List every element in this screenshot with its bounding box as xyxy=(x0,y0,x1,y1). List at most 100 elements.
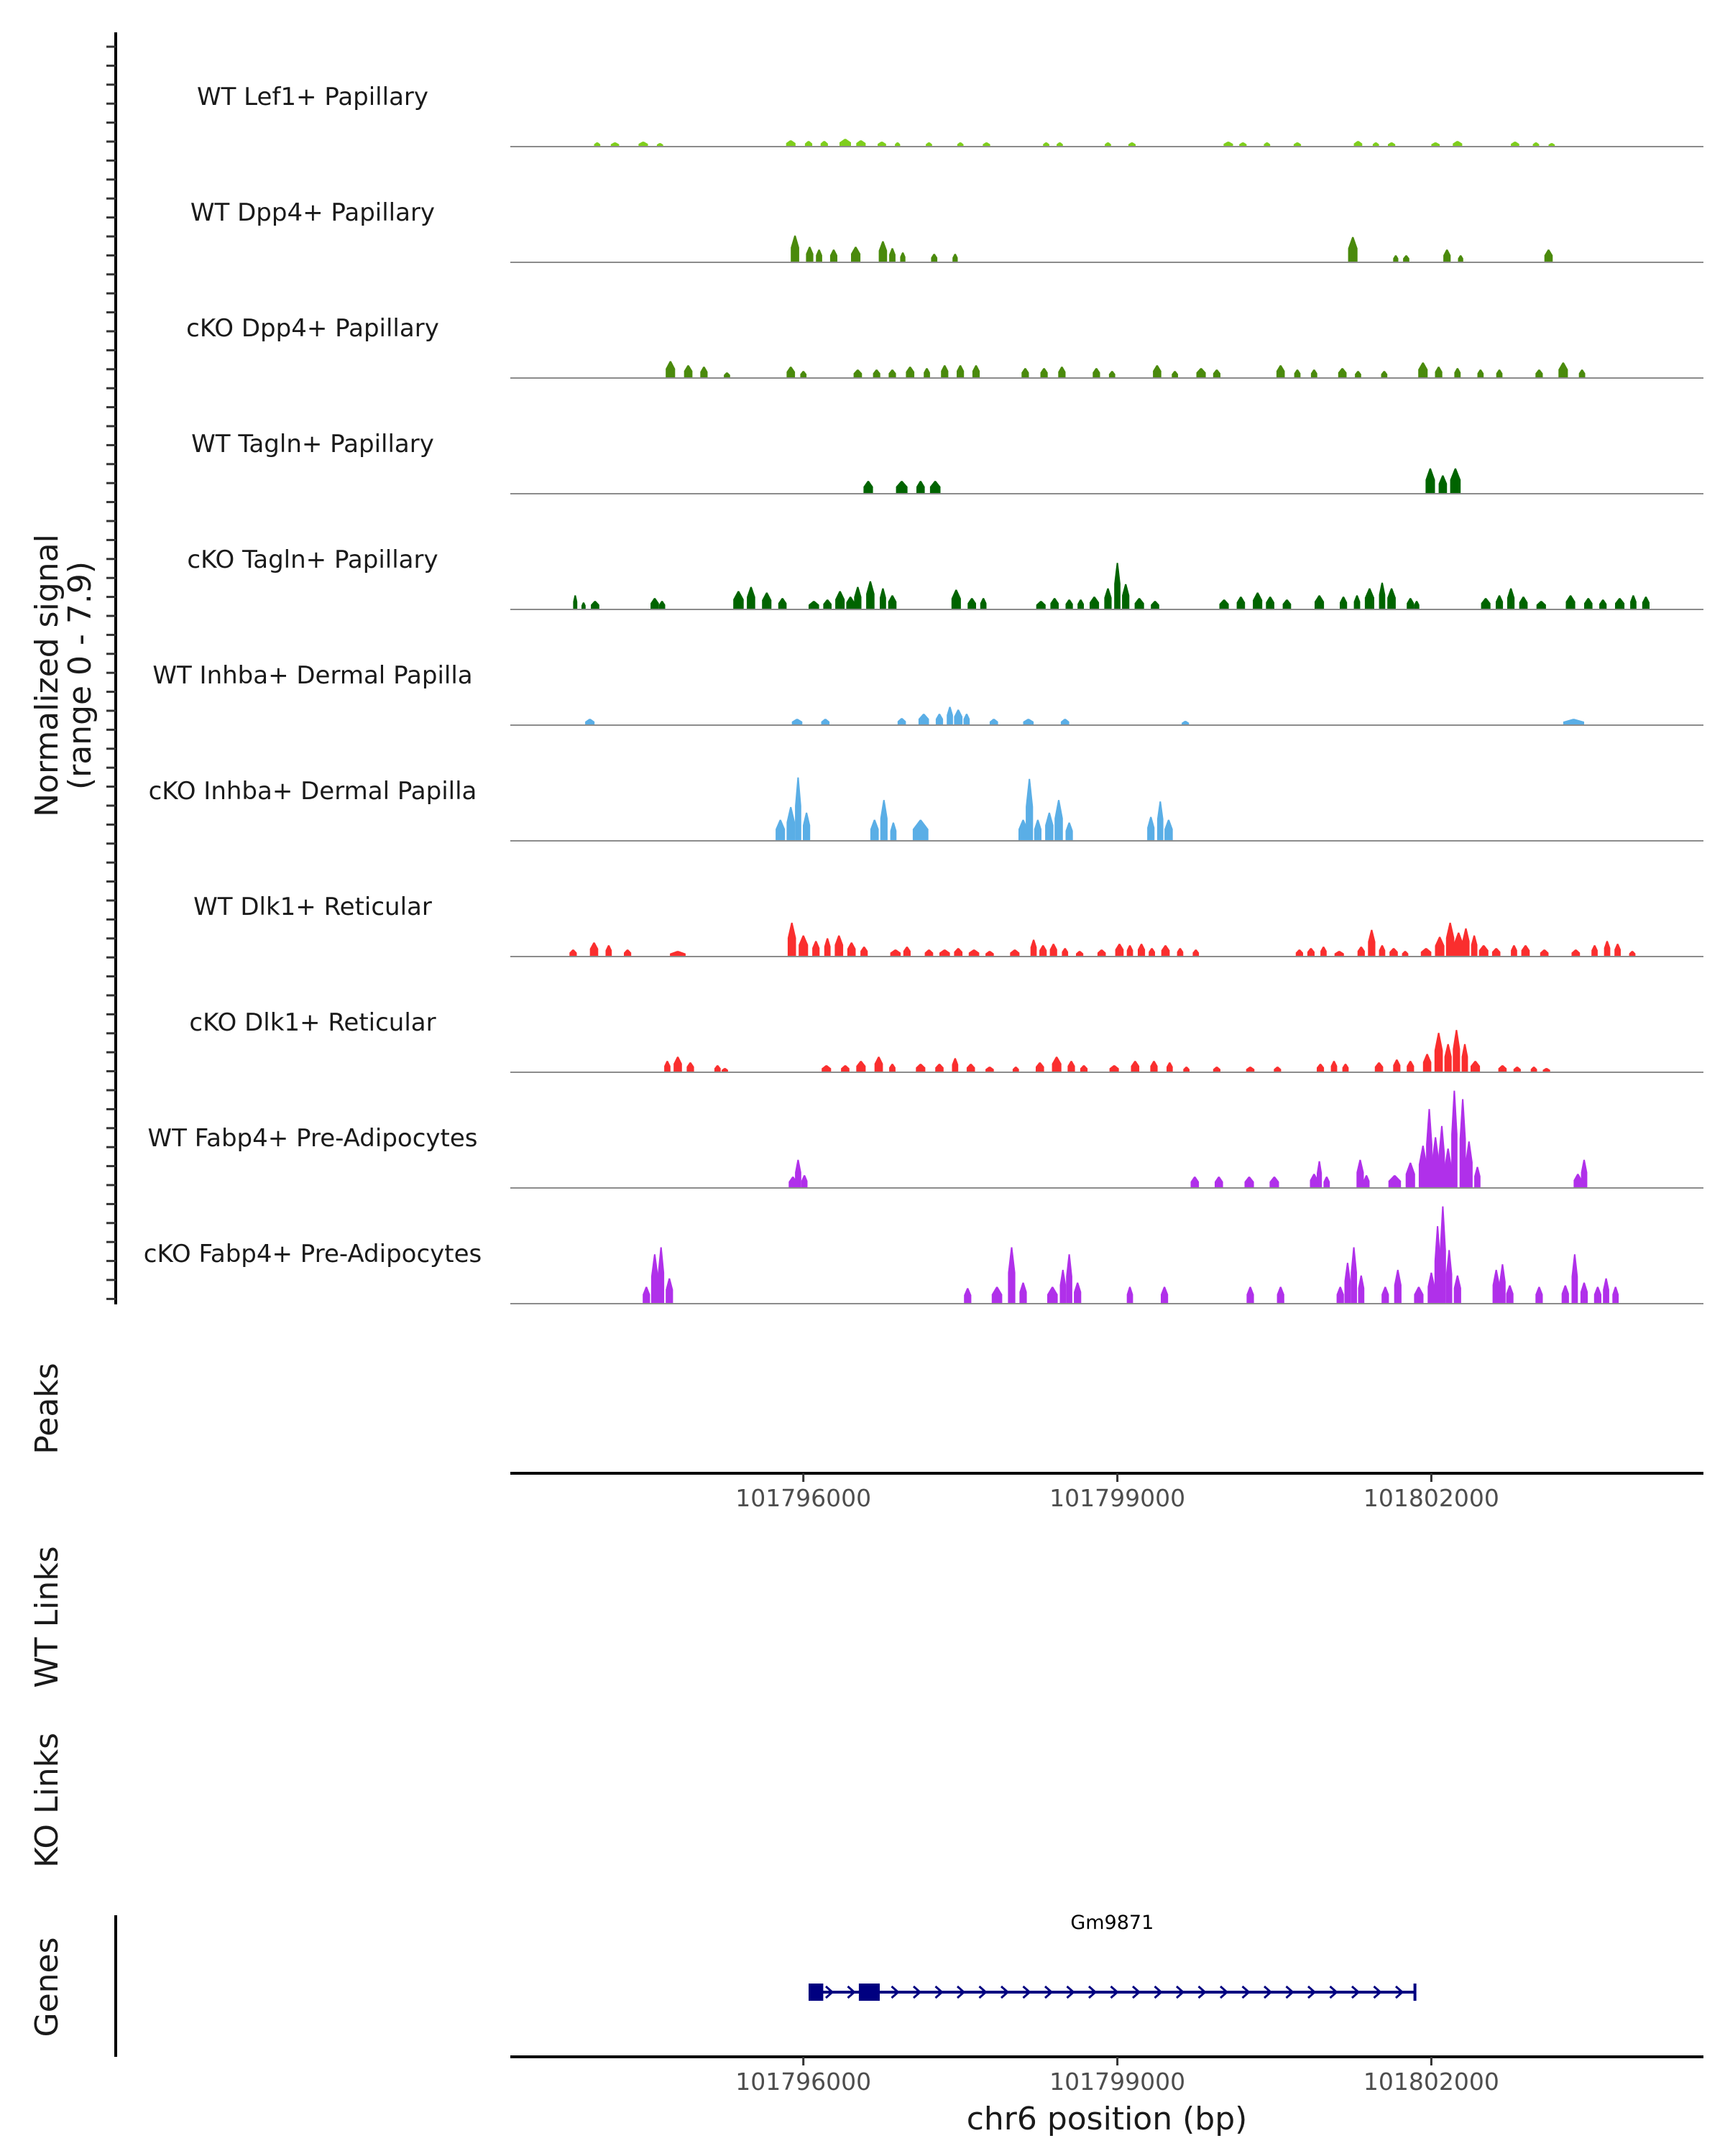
track-8-peak-8 xyxy=(874,1056,883,1072)
track-2-peak-11 xyxy=(941,365,949,378)
track-3-peak-1 xyxy=(896,481,908,494)
track-7-peak-22 xyxy=(1049,944,1057,957)
track-4-peak-15 xyxy=(880,588,886,609)
track-4-peak-34 xyxy=(1282,599,1292,609)
track-7-peak-8 xyxy=(824,938,831,957)
track-10-peak-16 xyxy=(1336,1286,1344,1304)
track-4-peak-36 xyxy=(1340,596,1348,609)
track-7-peak-37 xyxy=(1357,946,1365,957)
track-4-peak-53 xyxy=(1642,596,1650,609)
track-4-peak-10 xyxy=(823,599,832,609)
track-4-peak-42 xyxy=(1414,601,1420,609)
track-9-peak-14 xyxy=(1418,1146,1427,1188)
track-10-peak-14 xyxy=(1246,1286,1254,1304)
track-8-peak-7 xyxy=(856,1061,866,1072)
gene-strand-arrow-24 xyxy=(1351,1985,1361,1999)
track-10-peak-29 xyxy=(1499,1264,1506,1304)
gene-strand-arrow-14 xyxy=(1132,1985,1141,1999)
gene-exon-2 xyxy=(1413,1984,1417,2001)
track-2-peak-31 xyxy=(1454,368,1461,378)
track-7-peak-52 xyxy=(1540,949,1549,957)
track-7-peak-19 xyxy=(1010,949,1020,957)
track-4-peak-32 xyxy=(1253,592,1263,609)
track-7-peak-0 xyxy=(569,949,577,957)
genes-panel-title: Genes xyxy=(29,1937,65,2037)
track-9: WT Fabp4+ Pre-Adipocytes xyxy=(148,1090,1703,1189)
track-8-peak-3 xyxy=(714,1065,721,1072)
track-4-peak-23 xyxy=(1077,599,1084,609)
track-label-1: WT Dpp4+ Papillary xyxy=(190,198,435,227)
track-2-peak-0 xyxy=(666,361,676,378)
track-2-peak-35 xyxy=(1558,362,1568,378)
track-label-0: WT Lef1+ Papillary xyxy=(197,83,428,111)
gene-strand-arrow-15 xyxy=(1154,1985,1163,1999)
track-2-peak-29 xyxy=(1418,362,1428,378)
track-5-peak-13 xyxy=(1563,719,1584,725)
track-8-peak-42 xyxy=(1530,1067,1537,1072)
track-7-peak-10 xyxy=(847,942,856,957)
peaks-x-ticks: 101796000 101799000 101802000 xyxy=(735,1473,1499,1512)
track-10-peak-30 xyxy=(1506,1285,1514,1304)
track-10-peak-24 xyxy=(1434,1226,1441,1304)
track-7-peak-41 xyxy=(1402,951,1409,957)
track-4-peak-2 xyxy=(591,601,599,609)
track-9-peak-20 xyxy=(1459,1099,1466,1188)
track-0-peak-8 xyxy=(856,140,866,147)
track-4-peak-45 xyxy=(1507,588,1515,609)
peaks-x-tick-label-2: 101802000 xyxy=(1363,1484,1499,1512)
track-8-peak-6 xyxy=(841,1065,850,1072)
track-5-peak-3 xyxy=(897,718,906,725)
track-2-peak-7 xyxy=(873,369,880,378)
track-4-peak-16 xyxy=(888,595,897,609)
track-5-peak-1 xyxy=(791,719,803,725)
track-7-peak-11 xyxy=(860,946,868,957)
track-7-peak-27 xyxy=(1126,945,1133,957)
track-1-peak-10 xyxy=(1348,236,1358,262)
track-0-peak-19 xyxy=(1239,142,1247,147)
track-label-3: WT Tagln+ Papillary xyxy=(191,430,434,459)
track-7-peak-29 xyxy=(1149,948,1155,957)
track-0: WT Lef1+ Papillary xyxy=(197,83,1703,147)
track-4-peak-30 xyxy=(1219,599,1229,609)
x-axis-title: chr6 position (bp) xyxy=(967,2101,1248,2137)
genes-x-tick-label-2: 101802000 xyxy=(1363,2068,1499,2096)
gene-strand-arrow-0 xyxy=(825,1985,834,1999)
track-8-peak-32 xyxy=(1393,1059,1401,1072)
track-7-peak-32 xyxy=(1192,949,1200,957)
track-10-peak-0 xyxy=(643,1286,650,1304)
track-10-peak-23 xyxy=(1427,1272,1435,1304)
track-4-peak-26 xyxy=(1114,563,1121,609)
track-7-peak-18 xyxy=(985,951,994,957)
track-0-peak-2 xyxy=(638,142,648,147)
track-6-peak-5 xyxy=(880,800,888,841)
track-9-peak-9 xyxy=(1323,1176,1330,1188)
track-9-peak-1 xyxy=(795,1159,801,1188)
track-7-peak-23 xyxy=(1062,948,1069,957)
gene-strand-arrow-8 xyxy=(1000,1985,1010,1999)
track-2-peak-16 xyxy=(1058,367,1066,378)
track-0-peak-25 xyxy=(1431,142,1440,147)
track-1-peak-13 xyxy=(1443,249,1451,262)
y-axis-title-line2: (range 0 - 7.9) xyxy=(62,561,98,790)
track-2-peak-22 xyxy=(1213,369,1220,378)
track-1-peak-14 xyxy=(1458,255,1463,262)
track-10-peak-5 xyxy=(991,1286,1003,1304)
gene-exon-1 xyxy=(858,1984,880,2001)
track-0-peak-5 xyxy=(804,141,813,147)
track-0-peak-10 xyxy=(895,142,901,147)
track-3-peak-0 xyxy=(863,481,873,494)
gene-strand-arrow-13 xyxy=(1110,1985,1119,1999)
track-7-peak-21 xyxy=(1039,945,1047,957)
gene-strand-arrow-21 xyxy=(1285,1985,1294,1999)
track-8: cKO Dlk1+ Reticular xyxy=(189,1008,1703,1073)
track-1-peak-12 xyxy=(1403,255,1409,262)
track-7-peak-42 xyxy=(1420,948,1432,957)
track-8-peak-24 xyxy=(1183,1067,1190,1072)
track-0-peak-17 xyxy=(1128,142,1136,147)
track-0-peak-22 xyxy=(1353,141,1363,147)
gene-strand-arrow-17 xyxy=(1197,1985,1207,1999)
track-10: cKO Fabp4+ Pre-Adipocytes xyxy=(144,1206,1703,1304)
track-7-peak-7 xyxy=(812,941,820,957)
track-5-peak-7 xyxy=(954,709,963,725)
